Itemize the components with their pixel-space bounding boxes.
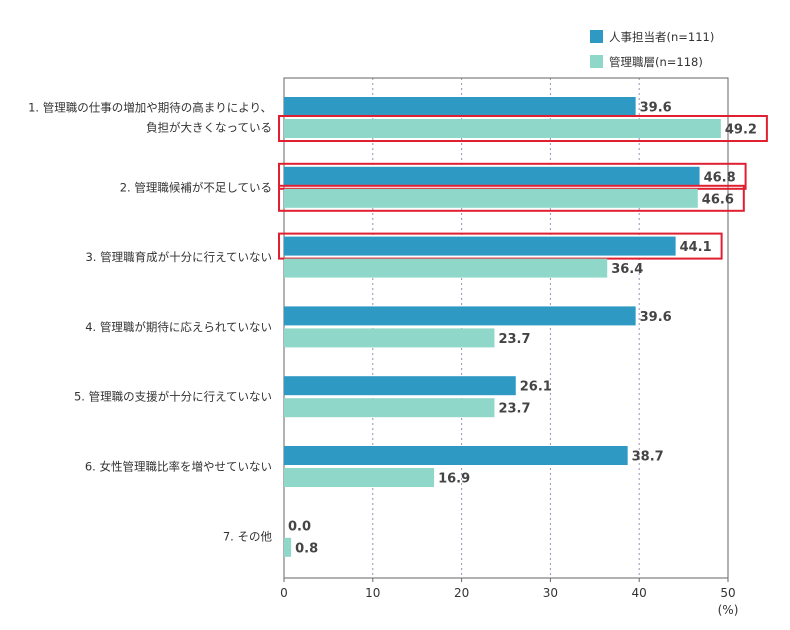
bar-manager (284, 398, 495, 418)
x-tick-label: 50 (720, 586, 735, 600)
bar-manager (284, 188, 698, 208)
value-label: 0.0 (288, 519, 311, 534)
value-label: 0.8 (295, 541, 318, 556)
value-label: 26.1 (520, 380, 552, 395)
category-label: 3. 管理職育成が十分に行えていない (85, 250, 272, 264)
legend-swatch (590, 30, 603, 43)
value-label: 23.7 (498, 402, 530, 417)
bar-manager (284, 468, 435, 487)
highlight-box (278, 115, 768, 142)
bar-hr (284, 306, 636, 326)
bar-manager (284, 119, 721, 138)
legend-label: 人事担当者(n=111) (609, 30, 714, 44)
category-label: 負担が大きくなっている (146, 121, 272, 135)
value-label: 49.2 (725, 123, 757, 138)
value-label: 16.9 (438, 472, 470, 487)
legend-swatch (590, 55, 603, 68)
x-tick-label: 20 (454, 586, 469, 600)
x-axis-unit: (%) (718, 603, 739, 617)
value-label: 38.7 (632, 450, 664, 465)
x-tick-label: 40 (632, 586, 647, 600)
x-tick-label: 0 (280, 586, 288, 600)
category-label: 1. 管理職の仕事の増加や期待の高まりにより、 (28, 101, 272, 115)
value-label: 39.6 (640, 101, 672, 116)
value-label: 46.8 (704, 170, 736, 185)
bar-hr (284, 446, 628, 465)
value-label: 39.6 (640, 310, 672, 325)
value-label: 44.1 (680, 240, 712, 255)
bar-manager (284, 328, 495, 348)
plot-frame (283, 77, 729, 579)
highlight-box (278, 184, 745, 212)
category-label: 2. 管理職候補が不足している (120, 180, 272, 194)
category-label: 6. 女性管理職比率を増やせていない (85, 460, 272, 474)
x-tick-label: 10 (365, 586, 380, 600)
legend-label: 管理職層(n=118) (609, 55, 703, 69)
category-label: 5. 管理職の支援が十分に行えていない (74, 390, 272, 404)
bar-manager (284, 258, 608, 278)
value-label: 36.4 (611, 262, 643, 277)
bar-hr (284, 97, 636, 116)
bar-hr (284, 376, 516, 396)
value-label: 23.7 (498, 332, 530, 347)
bar-hr (284, 166, 700, 186)
bar-manager (284, 537, 292, 557)
x-tick-label: 30 (543, 586, 558, 600)
bar-hr (284, 236, 676, 256)
value-label: 46.6 (702, 192, 734, 207)
category-label: 7. その他 (223, 529, 273, 543)
category-label: 4. 管理職が期待に応えられていない (85, 320, 272, 334)
